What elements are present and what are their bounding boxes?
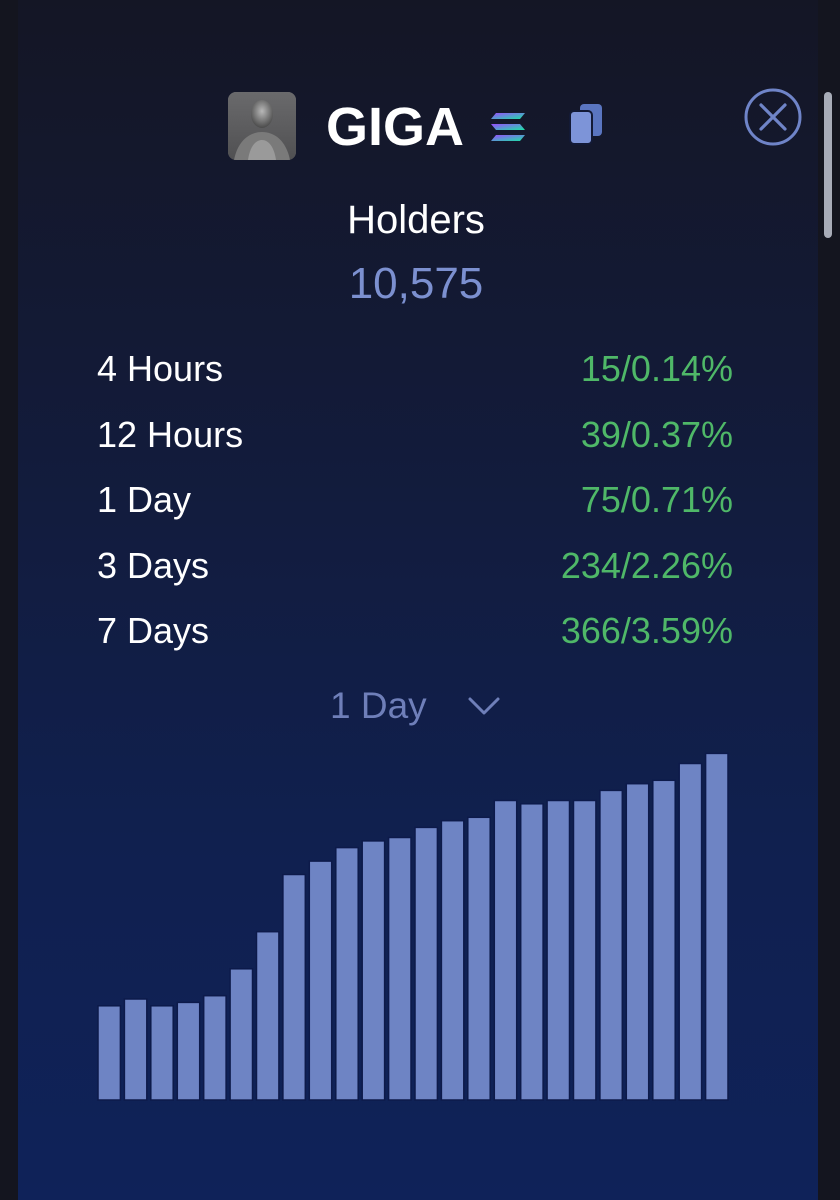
chart-bar[interactable] xyxy=(229,968,254,1101)
stat-row-1-day: 1 Day 75/0.71% xyxy=(97,476,733,542)
chart-bar[interactable] xyxy=(202,994,227,1101)
stat-label: 12 Hours xyxy=(97,413,244,455)
chart-bar[interactable] xyxy=(255,930,280,1101)
chart-bar[interactable] xyxy=(493,799,518,1101)
stat-label: 1 Day xyxy=(97,479,192,520)
chart-bar[interactable] xyxy=(678,762,703,1101)
chart-bar[interactable] xyxy=(97,1005,122,1101)
chart-bar[interactable] xyxy=(335,846,359,1101)
stat-row-7-days: 7 Days 366/3.59% xyxy=(97,607,733,673)
stat-label: 7 Days xyxy=(97,610,210,651)
stat-value: 39/0.37% xyxy=(580,413,733,455)
stat-value: 234/2.26% xyxy=(560,544,733,586)
stat-label: 4 Hours xyxy=(97,348,224,389)
solana-icon xyxy=(490,112,526,142)
token-name: GIGA xyxy=(326,97,465,157)
chart-bar[interactable] xyxy=(467,816,491,1101)
chevron-down-icon[interactable] xyxy=(466,694,502,718)
chart-bar[interactable] xyxy=(150,1005,174,1101)
stat-row-12-hours: 12 Hours 39/0.37% xyxy=(97,411,733,477)
chart-bar[interactable] xyxy=(546,799,571,1101)
chart-bar[interactable] xyxy=(414,826,439,1101)
chart-bar[interactable] xyxy=(440,819,465,1101)
time-range-selected: 1 Day xyxy=(330,685,427,726)
stat-value: 15/0.14% xyxy=(580,348,733,389)
holders-bar-chart xyxy=(97,752,729,1101)
chart-bar[interactable] xyxy=(652,779,676,1101)
time-range-dropdown[interactable]: 1 Day xyxy=(330,682,510,730)
chart-bar[interactable] xyxy=(282,873,307,1101)
chart-bar[interactable] xyxy=(704,752,729,1101)
stat-label: 3 Days xyxy=(97,544,210,586)
stat-row-3-days: 3 Days 234/2.26% xyxy=(97,542,733,608)
chart-bar[interactable] xyxy=(599,789,624,1101)
stat-value: 366/3.59% xyxy=(560,610,733,651)
holders-count: 10,575 xyxy=(348,259,484,308)
stat-row-4-hours: 4 Hours 15/0.14% xyxy=(97,345,733,411)
stat-value: 75/0.71% xyxy=(580,479,733,520)
scrollbar[interactable] xyxy=(824,92,832,238)
chart-bar[interactable] xyxy=(361,840,386,1101)
holders-label: Holders xyxy=(347,198,485,242)
chart-bar[interactable] xyxy=(176,1001,201,1101)
close-icon[interactable] xyxy=(744,88,802,146)
token-header: GIGA xyxy=(0,88,840,162)
chart-bar[interactable] xyxy=(387,836,412,1101)
chart-bar[interactable] xyxy=(572,799,597,1101)
chart-bar[interactable] xyxy=(308,860,333,1101)
chart-bar[interactable] xyxy=(519,803,544,1101)
chart-bar[interactable] xyxy=(123,998,148,1101)
token-avatar-icon xyxy=(228,92,296,160)
chart-bar[interactable] xyxy=(625,782,650,1101)
holder-change-list: 4 Hours 15/0.14% 12 Hours 39/0.37% 1 Day… xyxy=(97,345,733,673)
copy-icon[interactable] xyxy=(568,102,604,146)
